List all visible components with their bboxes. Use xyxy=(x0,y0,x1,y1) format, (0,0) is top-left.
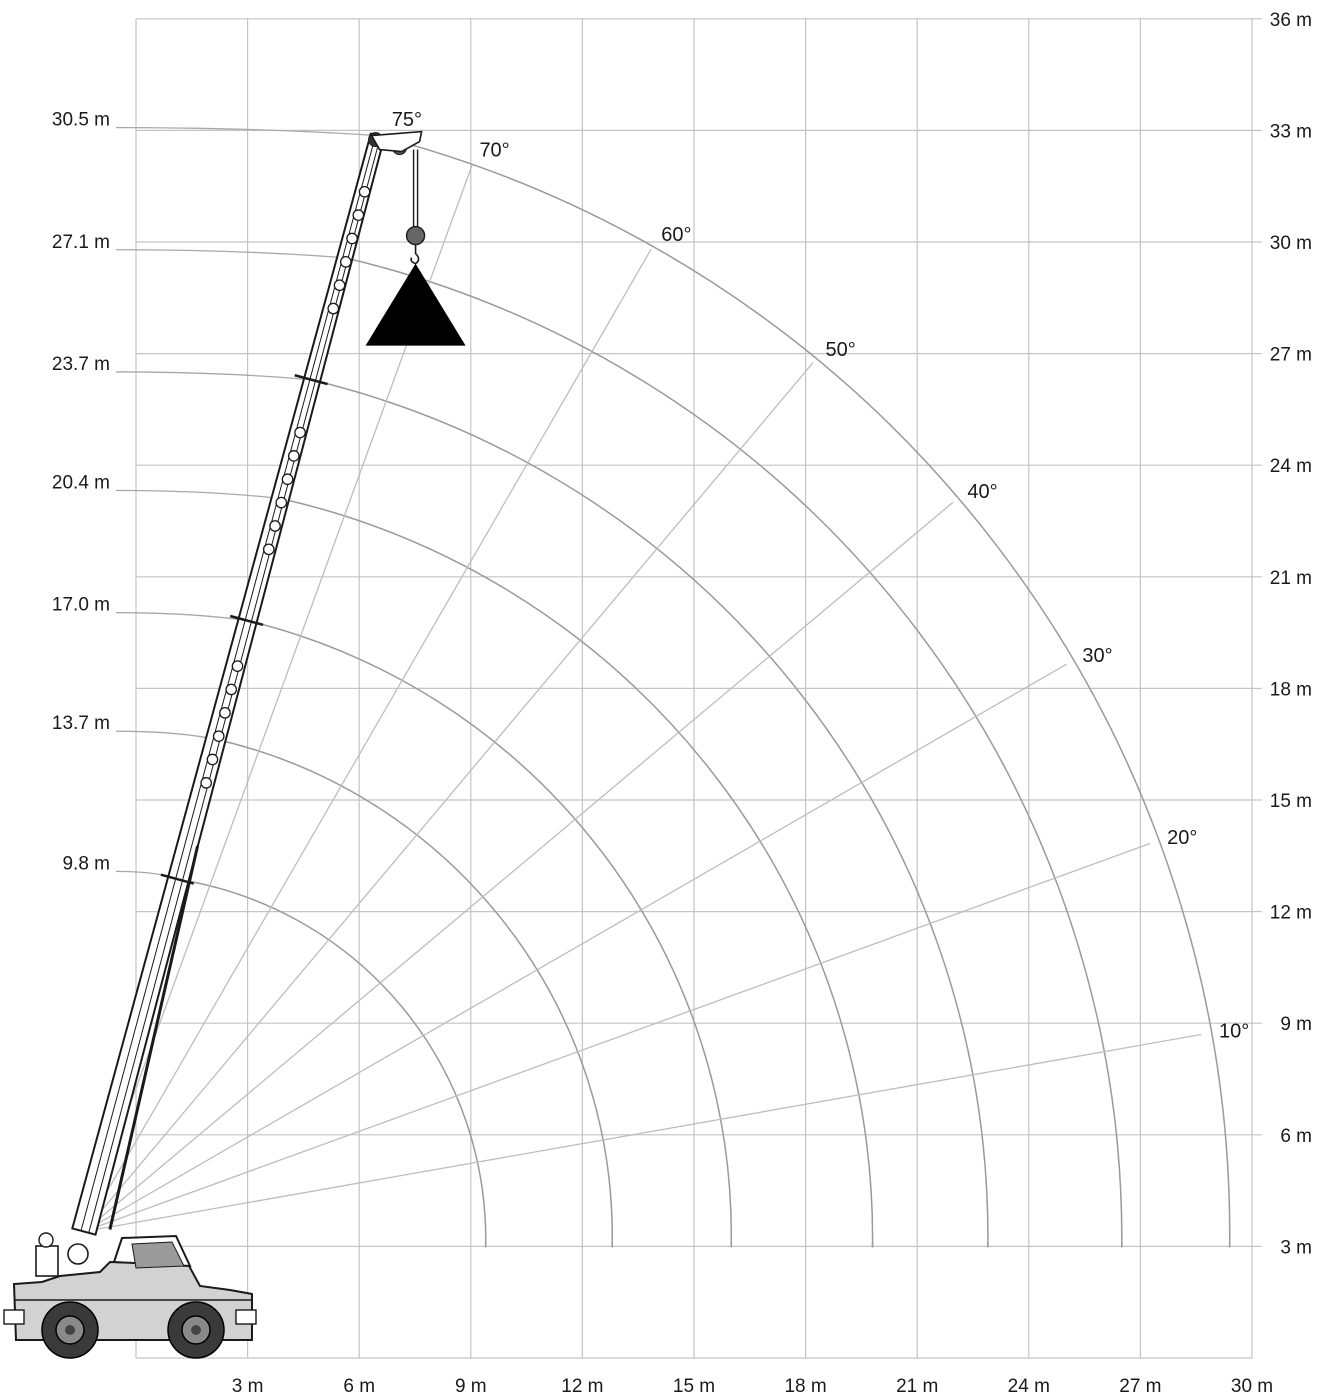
luffing-cylinder xyxy=(108,845,200,1230)
y-tick-label: 18 m xyxy=(1270,679,1312,700)
x-tick-label: 18 m xyxy=(784,1376,826,1396)
wheel-center xyxy=(191,1325,201,1335)
x-tick-label: 15 m xyxy=(673,1376,715,1396)
y-tick-label: 3 m xyxy=(1280,1237,1312,1258)
boom-inner-line xyxy=(80,134,377,1231)
boom-length-arc xyxy=(344,257,1123,1247)
x-tick-label: 24 m xyxy=(1008,1376,1050,1396)
x-tick-label: 12 m xyxy=(561,1376,603,1396)
y-tick-label: 12 m xyxy=(1270,903,1312,924)
y-tick-label: 6 m xyxy=(1280,1126,1312,1147)
boom-hole xyxy=(219,706,231,719)
boom-hole xyxy=(333,279,346,292)
boom-hole xyxy=(275,496,288,509)
boom-head xyxy=(370,130,423,153)
boom-hole xyxy=(358,185,371,198)
boom-angle-label: 60° xyxy=(661,224,691,246)
boom-angle-ray xyxy=(83,361,814,1232)
boom-length-leader xyxy=(115,730,216,740)
boom-hole xyxy=(346,232,358,245)
outrigger-right xyxy=(235,1309,257,1325)
boom-hole xyxy=(287,450,300,462)
boom-length-label: 23.7 m xyxy=(52,354,110,375)
boom-length-arc xyxy=(215,738,613,1247)
boom-angle-label: 10° xyxy=(1219,1021,1249,1043)
hook-block xyxy=(405,225,426,246)
x-tick-label: 21 m xyxy=(896,1376,938,1396)
carrier xyxy=(3,1232,257,1359)
boom-length-arc xyxy=(280,497,874,1247)
x-tick-label: 3 m xyxy=(232,1376,264,1396)
boom-hole xyxy=(231,660,244,672)
cab-window xyxy=(131,1241,185,1269)
boom-hole xyxy=(281,473,294,486)
boom-hole xyxy=(352,209,365,221)
boom-length-arc xyxy=(247,619,732,1247)
x-tick-label: 6 m xyxy=(343,1376,375,1396)
boom-angle-label: 50° xyxy=(826,339,856,361)
boom-length-label: 30.5 m xyxy=(52,110,110,131)
y-tick-label: 36 m xyxy=(1270,10,1312,31)
boom-length-leader xyxy=(115,612,248,622)
boom-length-leader xyxy=(115,489,281,500)
boom-length-arcs xyxy=(115,126,1231,1248)
y-tick-label: 15 m xyxy=(1270,791,1312,812)
boom-length-label: 13.7 m xyxy=(52,713,110,734)
y-tick-label: 27 m xyxy=(1270,345,1312,366)
grid xyxy=(135,18,1262,1359)
beacon xyxy=(38,1232,54,1248)
boom-length-label: 27.1 m xyxy=(52,232,110,253)
boom-hole xyxy=(212,730,225,743)
boom-length-arc xyxy=(178,878,487,1247)
boom-angle-rays xyxy=(83,165,1202,1233)
boom-pivot xyxy=(67,1243,89,1265)
mirror xyxy=(35,1245,59,1277)
boom-angle-label: 75° xyxy=(392,109,422,131)
boom-angle-ray xyxy=(83,501,954,1233)
hook xyxy=(410,244,420,265)
boom-hole xyxy=(339,256,352,268)
wheel-center xyxy=(65,1325,75,1335)
boom-angle-label: 40° xyxy=(967,481,997,503)
y-tick-label: 24 m xyxy=(1270,456,1312,477)
boom-length-arc xyxy=(377,134,1231,1247)
y-tick-label: 21 m xyxy=(1270,568,1312,589)
outrigger-left xyxy=(3,1309,25,1325)
boom-length-arc xyxy=(311,379,989,1247)
boom-angle-ray xyxy=(83,248,652,1232)
boom-hole xyxy=(294,426,306,439)
boom-section-joint xyxy=(229,614,264,627)
boom-hole xyxy=(200,777,213,789)
y-tick-label: 33 m xyxy=(1270,121,1312,142)
boom-length-label: 20.4 m xyxy=(52,472,110,493)
boom-length-label: 17.0 m xyxy=(52,595,110,616)
boom-section-joint xyxy=(294,374,328,386)
boom-length-leader xyxy=(115,126,378,137)
boom-angle-label: 30° xyxy=(1082,645,1112,667)
crane-illustration xyxy=(3,130,466,1359)
labels: 3 m 6 m 9 m 12 m 15 m 18 m 21 m 24 m 27 m 30 m 3 m… xyxy=(52,10,1312,1396)
boom-length-label: 9.8 m xyxy=(62,853,110,874)
x-tick-label: 30 m xyxy=(1231,1376,1273,1396)
boom-hole xyxy=(206,753,219,766)
boom-length-leader xyxy=(115,249,345,259)
boom-angle-label: 70° xyxy=(479,139,509,161)
boom-angle-ray xyxy=(83,663,1067,1233)
boom-angle-ray xyxy=(83,842,1151,1233)
y-tick-label: 9 m xyxy=(1280,1014,1312,1035)
boom-hole xyxy=(269,520,281,532)
boom-hole xyxy=(225,683,238,696)
boom-hole xyxy=(262,543,275,556)
boom-angle-label: 20° xyxy=(1167,827,1197,849)
boom-inner-line xyxy=(88,136,381,1233)
load-triangle xyxy=(365,263,466,346)
y-tick-label: 30 m xyxy=(1270,233,1312,254)
boom-length-leader xyxy=(115,371,313,381)
x-tick-label: 27 m xyxy=(1119,1376,1161,1396)
x-tick-label: 9 m xyxy=(455,1376,487,1396)
boom-angle-ray xyxy=(83,1033,1202,1233)
boom-hole xyxy=(327,302,340,315)
